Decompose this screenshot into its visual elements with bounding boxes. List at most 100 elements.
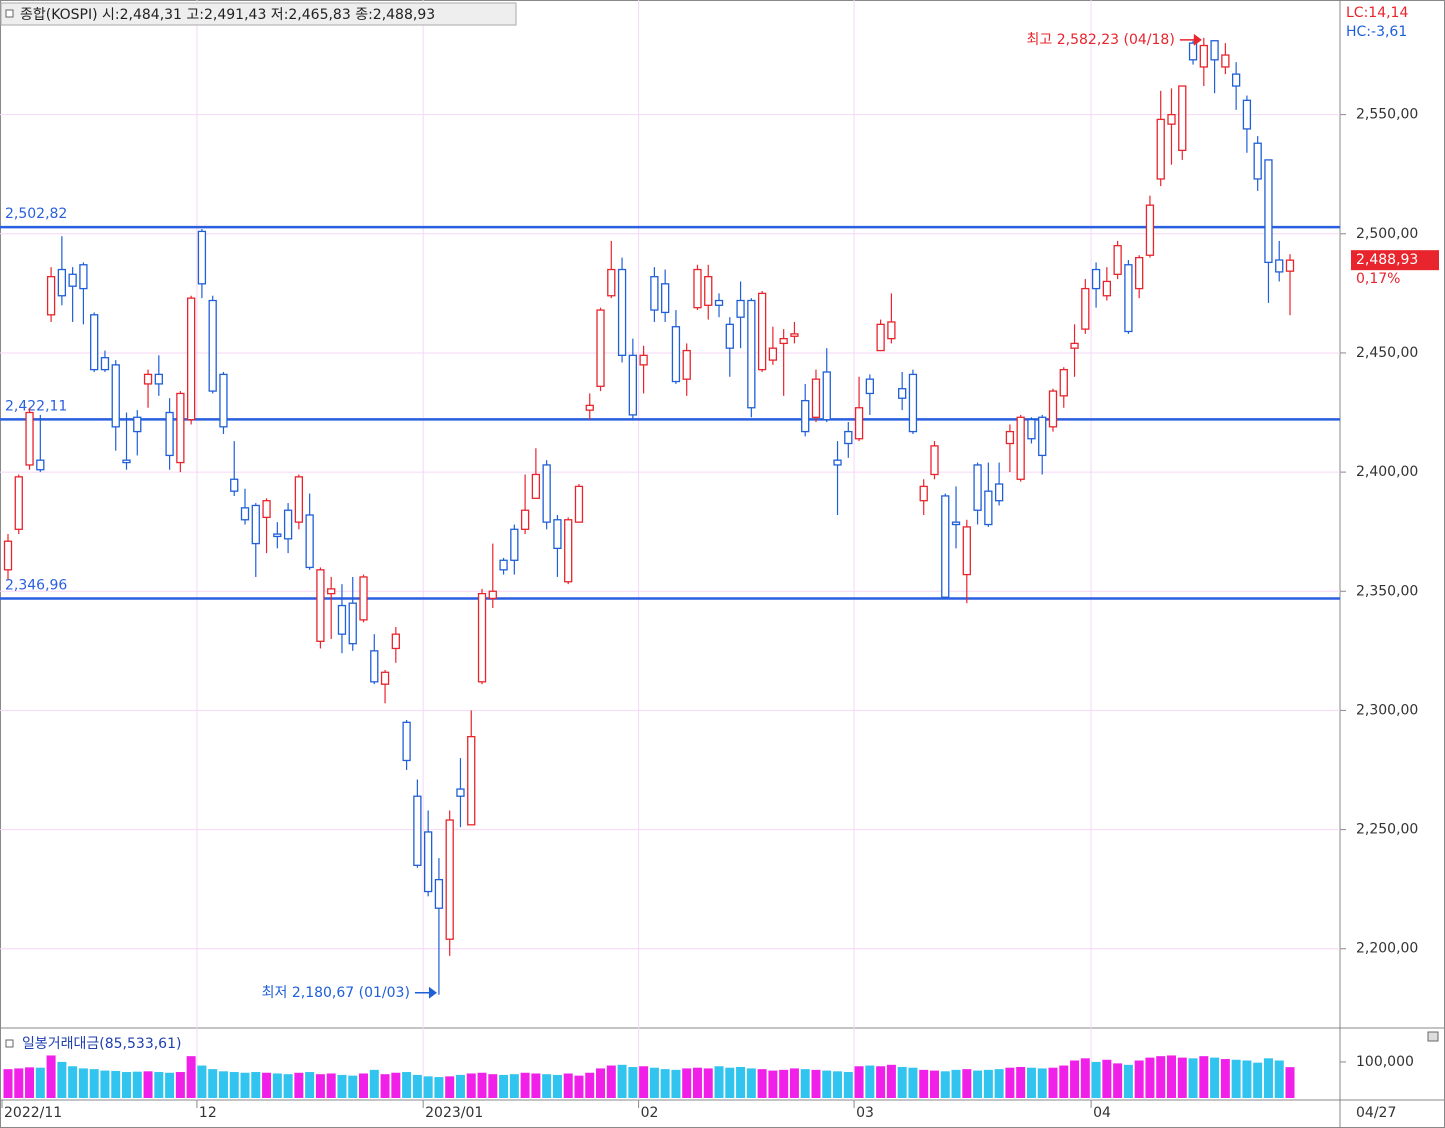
volume-bar xyxy=(703,1068,713,1098)
x-tick-label: 2023/01 xyxy=(425,1105,483,1121)
chart-title: 종합(KOSPI) 시:2,484,31 고:2,491,43 저:2,465,… xyxy=(20,7,435,23)
volume-bar xyxy=(14,1068,24,1098)
candle-body xyxy=(1210,40,1219,61)
candle-body xyxy=(3,540,13,571)
candle-body xyxy=(865,378,874,395)
volume-bar xyxy=(1285,1067,1295,1098)
volume-bar xyxy=(1091,1061,1101,1098)
volume-bar xyxy=(165,1072,175,1098)
volume-bar xyxy=(100,1070,110,1098)
lc-label: LC:14,14 xyxy=(1346,5,1408,21)
candle-body xyxy=(100,357,110,371)
candle-body xyxy=(930,445,939,476)
candle-body xyxy=(111,364,120,428)
volume-bar xyxy=(886,1064,896,1098)
candle-body xyxy=(434,878,444,909)
volume-bar xyxy=(811,1069,821,1098)
volume-bar xyxy=(617,1064,627,1098)
candle-body xyxy=(962,526,971,576)
candle-body xyxy=(510,528,519,561)
x-tick-label: 02 xyxy=(641,1105,659,1121)
candle-body xyxy=(854,407,864,440)
volume-bar xyxy=(671,1069,681,1098)
volume-bar xyxy=(89,1069,99,1098)
support-label: 2,346,96 xyxy=(5,578,67,594)
annotation-arrowhead xyxy=(428,986,437,999)
volume-bar xyxy=(1199,1056,1209,1098)
candle-body xyxy=(1242,99,1252,130)
volume-bar xyxy=(283,1074,293,1098)
volume-bar xyxy=(294,1072,304,1098)
volume-bar xyxy=(1177,1057,1187,1098)
candle-body xyxy=(316,569,325,642)
candle-body xyxy=(197,230,207,285)
volume-bar xyxy=(229,1072,239,1098)
candle-body xyxy=(380,671,390,685)
volume-bar xyxy=(908,1067,918,1098)
candle-body xyxy=(1124,264,1133,333)
volume-bar xyxy=(369,1069,379,1098)
volume-bar xyxy=(1188,1058,1198,1098)
volume-bar xyxy=(789,1068,799,1098)
annotation-text: 최고 2,582,23 (04/18) xyxy=(1027,32,1175,48)
volume-bar xyxy=(466,1073,476,1098)
candle-body xyxy=(122,459,131,464)
volume-bar xyxy=(272,1073,282,1098)
candle-body xyxy=(240,507,250,521)
volume-bar xyxy=(326,1073,336,1098)
volume-bar xyxy=(628,1066,638,1098)
volume-bar xyxy=(208,1069,218,1098)
candle-body xyxy=(574,485,584,523)
candle-body xyxy=(628,354,637,416)
candle-body xyxy=(639,354,648,366)
annotation-arrowhead xyxy=(1193,33,1202,46)
volume-bar xyxy=(337,1074,347,1098)
candle-body xyxy=(68,273,77,287)
volume-bar xyxy=(919,1069,929,1098)
candle-body xyxy=(1188,42,1198,61)
candle-body xyxy=(1113,245,1122,275)
volume-bar xyxy=(639,1066,649,1098)
volume-bar xyxy=(1080,1058,1090,1098)
candle-body xyxy=(1081,287,1090,330)
volume-bar xyxy=(434,1077,444,1098)
candle-body xyxy=(467,735,476,826)
volume-bar xyxy=(606,1065,616,1098)
candle-body xyxy=(736,299,745,318)
volume-bar xyxy=(477,1072,487,1098)
y-tick-label: 2,500,00 xyxy=(1356,226,1418,242)
volume-bar xyxy=(499,1074,509,1098)
volume-bar xyxy=(1134,1060,1144,1098)
volume-bar xyxy=(175,1072,185,1098)
candle-body xyxy=(79,264,88,290)
candle-body xyxy=(57,268,67,297)
volume-bar xyxy=(412,1074,422,1098)
candle-body xyxy=(822,371,831,421)
candle-body xyxy=(1048,390,1058,428)
candle-body xyxy=(564,519,573,583)
y-tick-label: 2,450,00 xyxy=(1356,345,1418,361)
candle-body xyxy=(488,590,497,600)
candle-body xyxy=(1264,159,1273,264)
candle-body xyxy=(682,349,691,380)
candle-body xyxy=(445,819,454,940)
candle-body xyxy=(391,633,400,650)
candle-body xyxy=(973,464,982,511)
volume-bar xyxy=(380,1074,390,1098)
volume-bar xyxy=(315,1074,325,1098)
volume-bar xyxy=(692,1067,702,1098)
candle-body xyxy=(994,483,1004,502)
volume-bar xyxy=(1231,1059,1241,1098)
volume-bar xyxy=(682,1068,692,1098)
price-tag-label: 2,488,93 xyxy=(1356,252,1418,268)
candle-body xyxy=(951,521,961,526)
volume-bar xyxy=(951,1069,961,1098)
candle-body xyxy=(617,268,627,356)
candle-body xyxy=(1156,118,1165,180)
volume-bar xyxy=(800,1069,810,1098)
candle-body xyxy=(1167,113,1176,125)
candle-body xyxy=(294,476,304,523)
volume-bar xyxy=(822,1070,832,1098)
volume-bar xyxy=(402,1072,412,1098)
candle-body xyxy=(402,721,411,762)
